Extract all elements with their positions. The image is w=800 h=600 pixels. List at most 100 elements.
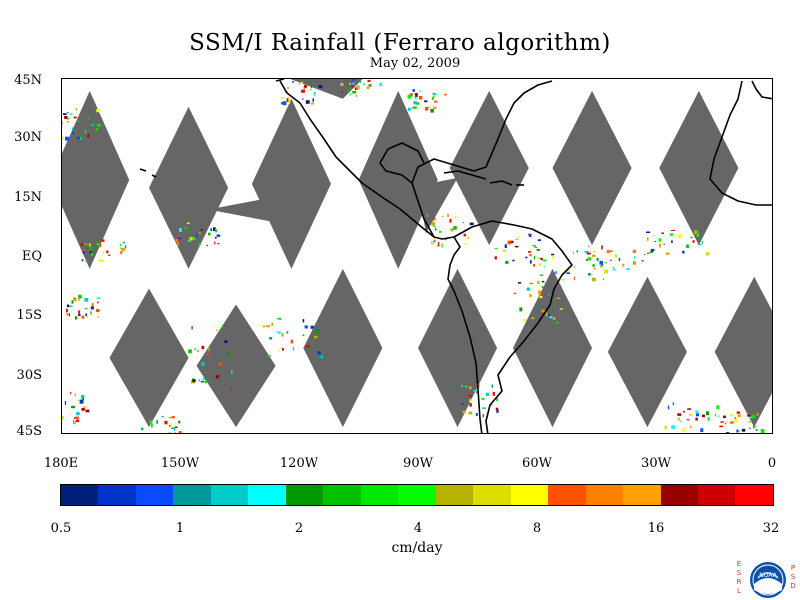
rainfall-pixel bbox=[96, 243, 100, 246]
rainfall-pixel bbox=[697, 244, 702, 246]
rainfall-pixel bbox=[730, 414, 733, 416]
rainfall-pixel bbox=[696, 413, 699, 417]
rainfall-map bbox=[61, 78, 773, 434]
rainfall-pixel bbox=[585, 259, 589, 261]
rainfall-pixel bbox=[149, 420, 153, 424]
rainfall-pixel bbox=[555, 270, 557, 272]
rainfall-pixel bbox=[349, 83, 352, 85]
rainfall-pixel bbox=[692, 240, 695, 243]
rainfall-pixel bbox=[311, 85, 313, 89]
rainfall-pixel bbox=[201, 345, 205, 350]
rainfall-pixel bbox=[682, 250, 685, 254]
rainfall-pixel bbox=[682, 411, 686, 413]
rainfall-pixel bbox=[302, 334, 305, 337]
no-data-swath bbox=[418, 268, 498, 428]
rainfall-pixel bbox=[730, 421, 734, 424]
rainfall-pixel bbox=[196, 357, 198, 359]
rainfall-pixel bbox=[478, 384, 480, 387]
rainfall-pixel bbox=[650, 250, 653, 253]
logo-center-text: NOAA bbox=[759, 572, 777, 579]
rainfall-pixel bbox=[529, 282, 534, 285]
rainfall-pixel bbox=[556, 297, 561, 299]
rainfall-pixel bbox=[69, 305, 73, 307]
rainfall-pixel bbox=[606, 249, 611, 254]
rainfall-pixel bbox=[106, 250, 109, 254]
rainfall-pixel bbox=[73, 297, 77, 300]
rainfall-pixel bbox=[161, 415, 164, 418]
rainfall-pixel bbox=[228, 376, 230, 380]
colorbar-swatch bbox=[735, 485, 773, 505]
rainfall-pixel bbox=[179, 237, 181, 240]
rainfall-pixel bbox=[82, 397, 84, 401]
rainfall-pixel bbox=[491, 384, 493, 388]
rainfall-pixel bbox=[89, 251, 93, 254]
rainfall-pixel bbox=[187, 230, 189, 234]
rainfall-pixel bbox=[81, 315, 85, 319]
rainfall-pixel bbox=[204, 380, 208, 384]
rainfall-pixel bbox=[707, 417, 710, 421]
rainfall-pixel bbox=[96, 301, 99, 304]
rainfall-pixel bbox=[622, 263, 625, 267]
rainfall-pixel bbox=[412, 89, 415, 92]
rainfall-pixel bbox=[496, 409, 499, 413]
rainfall-pixel bbox=[554, 304, 557, 308]
rainfall-pixel bbox=[71, 300, 74, 304]
rainfall-pixel bbox=[686, 244, 689, 248]
rainfall-pixel bbox=[407, 107, 411, 111]
rainfall-pixel bbox=[80, 243, 84, 247]
rainfall-pixel bbox=[175, 239, 178, 242]
rainfall-pixel bbox=[288, 99, 291, 104]
rainfall-pixel bbox=[694, 230, 698, 233]
rainfall-pixel bbox=[102, 251, 105, 255]
rainfall-pixel bbox=[561, 278, 565, 281]
coastline-canada bbox=[275, 79, 285, 82]
no-data-swath bbox=[196, 304, 276, 428]
rainfall-pixel bbox=[73, 419, 75, 424]
colorbar-label-1: 1 bbox=[175, 521, 185, 536]
rainfall-pixel bbox=[418, 90, 421, 92]
lon-label-180e: 180E bbox=[43, 456, 79, 471]
rainfall-pixel bbox=[292, 81, 294, 83]
rainfall-pixel bbox=[646, 252, 650, 255]
rainfall-pixel bbox=[87, 248, 90, 250]
lon-label-30w: 30W bbox=[641, 456, 671, 471]
rainfall-pixel bbox=[189, 236, 194, 241]
rainfall-pixel bbox=[192, 378, 194, 380]
rainfall-pixel bbox=[68, 313, 70, 317]
colorbar-swatch bbox=[360, 485, 399, 505]
rainfall-pixel bbox=[78, 297, 80, 301]
rainfall-pixel bbox=[519, 307, 523, 312]
rainfall-pixel bbox=[664, 425, 667, 430]
rainfall-pixel bbox=[73, 299, 77, 302]
rainfall-pixel bbox=[216, 234, 221, 237]
rainfall-pixel bbox=[672, 402, 674, 406]
rainfall-pixel bbox=[424, 100, 428, 103]
rainfall-pixel bbox=[495, 407, 499, 411]
rainfall-pixel bbox=[169, 425, 171, 427]
colorbar-swatch bbox=[398, 485, 436, 505]
rainfall-pixel bbox=[359, 81, 362, 84]
colorbar-swatch bbox=[585, 485, 624, 505]
no-data-swath bbox=[449, 90, 529, 246]
rainfall-pixel bbox=[66, 308, 68, 313]
rainfall-pixel bbox=[593, 251, 596, 253]
rainfall-pixel bbox=[600, 264, 603, 268]
colorbar bbox=[60, 484, 774, 506]
rainfall-pixel bbox=[714, 413, 717, 417]
rainfall-pixel bbox=[462, 410, 466, 414]
rainfall-pixel bbox=[169, 417, 172, 419]
no-data-swath bbox=[714, 276, 772, 428]
no-data-swath bbox=[659, 90, 739, 246]
rainfall-pixel bbox=[78, 294, 82, 299]
rainfall-pixel bbox=[262, 325, 266, 328]
rainfall-pixel bbox=[632, 261, 636, 265]
rainfall-pixel bbox=[433, 93, 438, 96]
rainfall-pixel bbox=[468, 394, 472, 397]
rainfall-pixel bbox=[592, 254, 596, 257]
rainfall-pixel bbox=[444, 93, 447, 96]
rainfall-pixel bbox=[97, 123, 101, 127]
rainfall-pixel bbox=[531, 317, 535, 319]
rainfall-pixel bbox=[363, 83, 365, 86]
rainfall-pixel bbox=[81, 395, 85, 399]
rainfall-pixel bbox=[75, 419, 80, 422]
